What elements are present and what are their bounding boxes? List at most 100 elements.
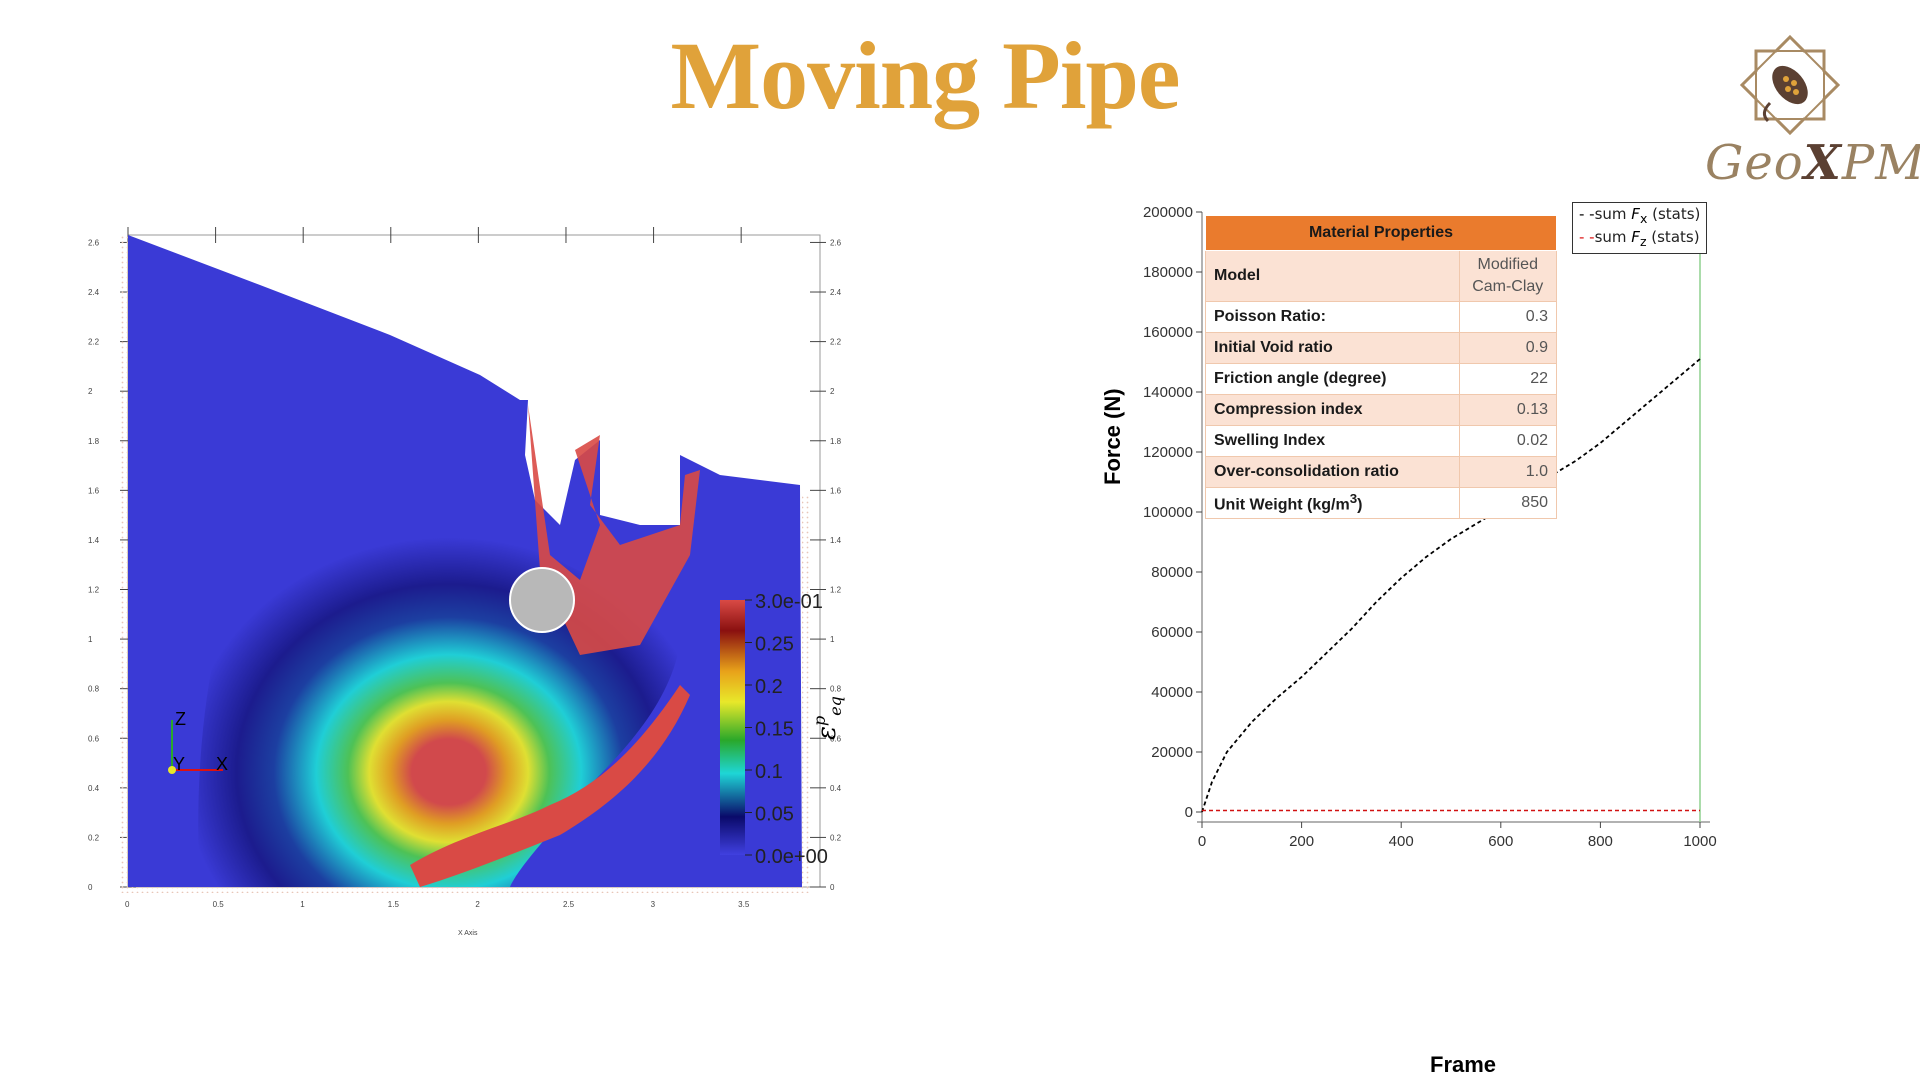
table-row: Initial Void ratio 0.9 [1205,332,1557,364]
x-tick-label: 400 [1389,833,1414,850]
legend-item: - -sum Fx (stats) [1579,205,1701,226]
table-header: Material Properties [1205,215,1557,251]
y-tick-label-left: 2 [88,387,93,396]
y-tick-label-right: 2 [830,387,835,396]
colorbar-title: εpeq [810,696,845,740]
property-label: Model [1205,250,1460,302]
table-row: Unit Weight (kg/m3) 850 [1205,487,1557,519]
colorbar-tick-label: 0.05 [755,804,794,826]
y-tick-label-left: 0 [88,883,93,892]
y-tick-label: 100000 [1143,504,1193,521]
y-tick-label-left: 1 [88,635,93,644]
table-row: Poisson Ratio: 0.3 [1205,301,1557,333]
colorbar-tick-label: 0.2 [755,676,783,698]
y-tick-label: 120000 [1143,444,1193,461]
y-tick-label-right: 0.8 [830,685,842,694]
x-tick-label: 800 [1588,833,1613,850]
y-tick-label-left: 1.2 [88,586,100,595]
y-tick-label-left: 2.6 [88,238,100,247]
property-label: Unit Weight (kg/m3) [1205,487,1460,519]
y-tick-label: 0 [1185,804,1193,821]
colorbar-tick-label: 0.1 [755,761,783,783]
axis-z-label: Z [175,709,186,729]
y-tick-label: 180000 [1143,264,1193,281]
y-tick-label: 60000 [1151,624,1193,641]
y-tick-label-right: 2.6 [830,238,842,247]
axes-triad: Z Y X [168,709,228,774]
property-label: Initial Void ratio [1205,332,1460,364]
y-tick-label-right: 1.4 [830,536,842,545]
y-tick-label-right: 0 [830,883,835,892]
y-tick-label-right: 2.2 [830,338,842,347]
x-axis-label: Frame [1430,1052,1496,1077]
y-tick-label: 140000 [1143,384,1193,401]
table-row: Compression index 0.13 [1205,394,1557,426]
x-tick-label: 200 [1289,833,1314,850]
y-tick-label-left: 2.2 [88,338,100,347]
property-label: Swelling Index [1205,425,1460,457]
x-tick-label-bottom: 2.5 [563,900,575,909]
x-tick-label-bottom: 0 [125,900,130,909]
property-value: Modified Cam-Clay [1458,250,1557,302]
y-tick-label-right: 0.2 [830,833,842,842]
axis-x-label: X [216,754,228,774]
axis-y-label: Y [173,754,185,774]
colorbar-labels: 3.0e-01 0.25 0.2 0.15 0.1 0.05 0.0e+00 [745,591,828,868]
x-tick-label: 600 [1488,833,1513,850]
boundary-particles-bottom [120,885,810,893]
property-label: Poisson Ratio: [1205,301,1460,333]
y-tick-label-right: 2.4 [830,288,842,297]
property-label: Friction angle (degree) [1205,363,1460,395]
table-row: Model Modified Cam-Clay [1205,250,1557,302]
y-tick-label-left: 1.4 [88,536,100,545]
page-title: Moving Pipe [670,22,1181,129]
y-tick-label-left: 0.8 [88,685,100,694]
x-tick-label-bottom: 2 [475,900,480,909]
table-row: Swelling Index 0.02 [1205,425,1557,457]
y-tick-label-left: 0.6 [88,734,100,743]
x-tick-label-bottom: 0.5 [213,900,225,909]
y-tick-label-left: 0.4 [88,784,100,793]
y-tick-label-right: 1 [830,635,835,644]
y-tick-label-left: 0.2 [88,833,100,842]
colorbar [720,600,745,855]
brand-logo-text: GeoXPM [1705,135,1920,191]
pipe [509,567,575,633]
property-value: 0.3 [1458,301,1557,333]
colorbar-tick-label: 0.25 [755,634,794,656]
y-tick-label: 200000 [1143,204,1193,221]
table-row: Friction angle (degree) 22 [1205,363,1557,395]
logo-text-prefix: Geo [1705,135,1804,191]
property-value: 0.9 [1458,332,1557,364]
x-tick-label-bottom: 1 [300,900,305,909]
shear-band [410,685,690,887]
y-tick-label-left: 1.6 [88,486,100,495]
y-tick-label: 20000 [1151,744,1193,761]
property-value: 22 [1458,363,1557,395]
y-tick-label-right: 0.6 [830,734,842,743]
x-tick-label-bottom: 1.5 [388,900,400,909]
y-tick-label: 40000 [1151,684,1193,701]
y-tick-label-right: 0.4 [830,784,842,793]
property-label: Compression index [1205,394,1460,426]
simulation-view: 000.50.5111.51.5222.52.5333.53.5X AxisX … [88,227,845,937]
y-tick-label: 80000 [1151,564,1193,581]
y-tick-label-right: 1.2 [830,586,842,595]
property-value: 850 [1458,487,1557,519]
x-tick-label: 1000 [1683,833,1716,850]
boundary-particles-left [120,235,128,890]
y-tick-label-right: 1.8 [830,437,842,446]
y-tick-label-left: 1.8 [88,437,100,446]
material-properties-table: Material Properties Model Modified Cam-Cl… [1205,215,1557,519]
x-axis-label-bottom: X Axis [458,930,478,937]
colorbar-tick-label: 0.0e+00 [755,846,828,868]
colorbar-tick-label: 0.15 [755,719,794,741]
legend-item: - -sum Fz (stats) [1579,228,1700,249]
x-tick-label: 0 [1198,833,1206,850]
chart-legend: - -sum Fx (stats) - -sum Fz (stats) [1572,202,1708,254]
y-tick-label-right: 1.6 [830,486,842,495]
x-tick-label-bottom: 3.5 [738,900,750,909]
force-chart: 0 20000 40000 60000 80000 100000 120000 140000 1… [1100,204,1717,1077]
logo-text-suffix: PM [1841,135,1920,191]
property-value: 0.02 [1458,425,1557,457]
